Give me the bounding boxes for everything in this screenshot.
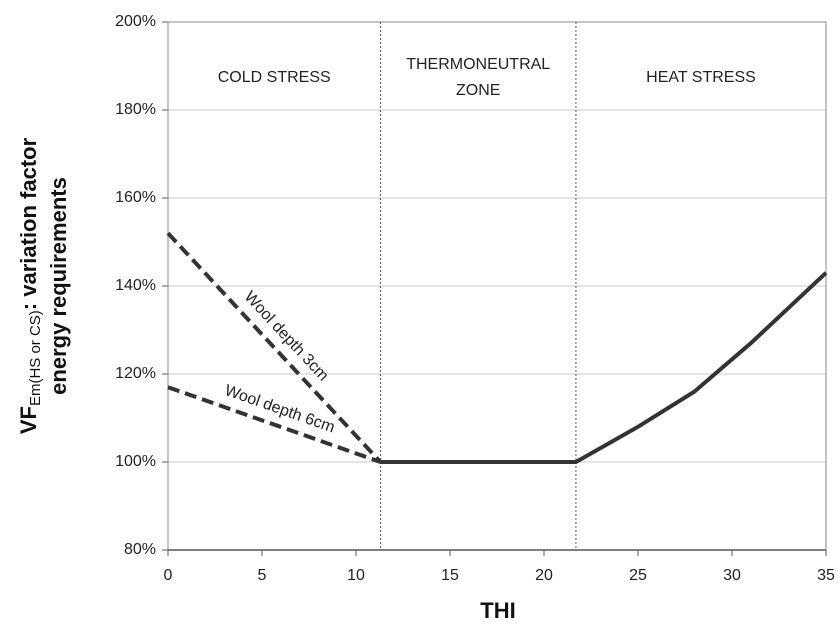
zone-label: THERMONEUTRAL: [406, 56, 550, 73]
x-tick-label: 10: [347, 567, 365, 584]
x-tick-label: 0: [164, 567, 173, 584]
y-tick-label: 100%: [115, 453, 156, 470]
y-tick-label: 180%: [115, 101, 156, 118]
zone-label: COLD STRESS: [218, 69, 331, 86]
x-tick-label: 30: [723, 567, 741, 584]
zone-label: HEAT STRESS: [646, 69, 756, 86]
x-axis-label: THI: [480, 598, 515, 623]
y-tick-label: 120%: [115, 365, 156, 382]
y-tick-label: 80%: [124, 541, 156, 558]
y-axis-label: VFEm(HS or CS): variation factor: [16, 137, 44, 434]
y-axis-label-line2: energy requirements: [46, 177, 71, 395]
series-line: [167, 385, 382, 464]
x-tick-label: 20: [535, 567, 553, 584]
x-tick-label: 15: [441, 567, 459, 584]
zone-label: ZONE: [456, 82, 500, 99]
y-label-rest: : variation factor: [16, 137, 41, 310]
y-axis-label-group: VFEm(HS or CS): variation factor energy …: [16, 137, 71, 434]
y-label-main: VF: [16, 406, 41, 434]
x-tick-label: 5: [258, 567, 267, 584]
y-tick-label: 160%: [115, 189, 156, 206]
x-tick-label: 25: [629, 567, 647, 584]
series-line: [166, 231, 382, 464]
y-tick-label: 140%: [115, 277, 156, 294]
x-tick-label: 35: [817, 567, 835, 584]
y-tick-label: 200%: [115, 13, 156, 30]
series-line: [380, 271, 828, 464]
series-annotation: Wool depth 3cm: [241, 288, 332, 384]
y-label-sub: Em(HS or CS): [27, 310, 44, 406]
